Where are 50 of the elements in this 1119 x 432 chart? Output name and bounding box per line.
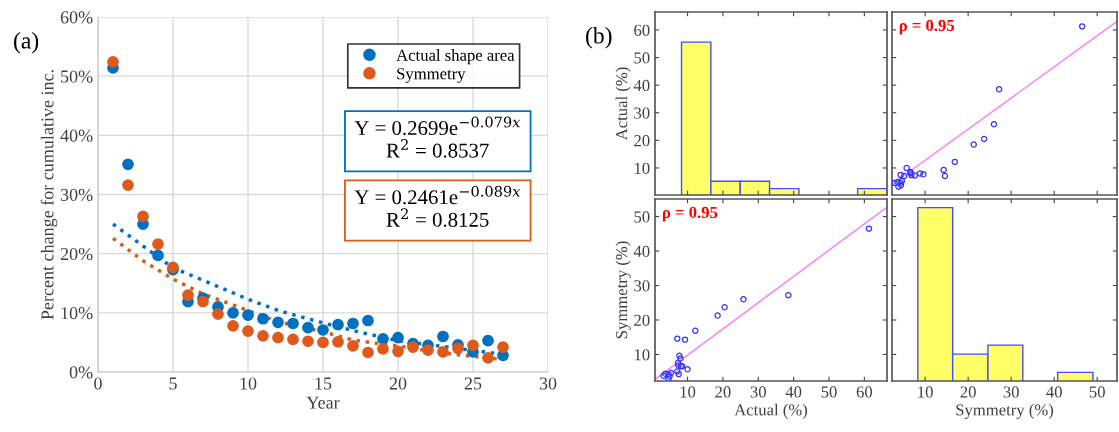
annotation: ρ = 0.95 (899, 19, 955, 35)
x-tick-label: 15 (315, 377, 332, 390)
x-tick-label: 20 (960, 386, 976, 398)
y-axis-title: Symmetry (%) (615, 241, 631, 339)
x-axis-title: Actual (%) (734, 403, 808, 419)
x-tick-label: 40 (785, 386, 802, 398)
y-tick-label: 10% (61, 307, 93, 320)
x-tick-label: 10 (680, 386, 696, 398)
y-tick-label: 30 (634, 280, 650, 292)
y-tick-label: 10 (634, 162, 650, 174)
x-tick-label: 30 (750, 386, 766, 398)
y-tick-label: 40 (633, 245, 650, 257)
x-tick-label: 25 (464, 377, 482, 390)
x-tick-label: 60 (856, 386, 873, 398)
legend-label: Symmetry (397, 68, 466, 83)
text: (a) (14, 32, 39, 54)
annotation: ρ = 0.95 (662, 206, 718, 222)
y-tick-label: 40% (60, 129, 93, 142)
x-tick-label: 50 (1089, 386, 1105, 398)
y-tick-label: 50 (634, 211, 650, 223)
y-tick-label: 60% (60, 11, 93, 24)
y-tick-label: 10 (634, 349, 650, 361)
x-tick-label: 30 (1003, 386, 1019, 398)
x-tick-label: 10 (918, 386, 933, 398)
y-tick-label: 20 (634, 314, 650, 326)
x-axis-title: Year (306, 396, 340, 409)
legend-label: Actual shape area (396, 49, 515, 65)
text: Y = 0.2461e$^{−0.089x}$ R$^{2}$ = 0.8125 (354, 185, 521, 227)
y-axis-title: Actual (%) (615, 67, 631, 141)
y-tick-label: 20 (634, 135, 650, 147)
y-tick-label: 30 (634, 107, 650, 119)
x-tick-label: 0 (94, 377, 102, 390)
x-tick-label: 50 (821, 386, 837, 398)
text: (b) (586, 27, 612, 49)
x-tick-label: 10 (240, 377, 257, 390)
x-axis-title: Symmetry (%) (956, 403, 1054, 419)
x-tick-label: 5 (169, 377, 177, 390)
y-tick-label: 40 (633, 79, 650, 92)
y-tick-label: 50% (61, 70, 93, 83)
y-tick-label: 0% (69, 366, 93, 379)
y-tick-label: 20% (60, 247, 93, 261)
x-tick-label: 40 (1046, 386, 1062, 398)
y-tick-label: 30% (60, 188, 93, 201)
x-tick-label: 20 (389, 377, 407, 390)
y-axis-title: Percent change for cumulative inc. (40, 70, 58, 320)
x-tick-label: 30 (539, 377, 557, 390)
y-tick-label: 50 (634, 52, 650, 64)
text: Y = 0.2699e$^{−0.079x}$ R$^{2}$ = 0.8537 (354, 116, 521, 158)
x-tick-label: 20 (715, 386, 731, 398)
y-tick-label: 60 (634, 24, 650, 36)
